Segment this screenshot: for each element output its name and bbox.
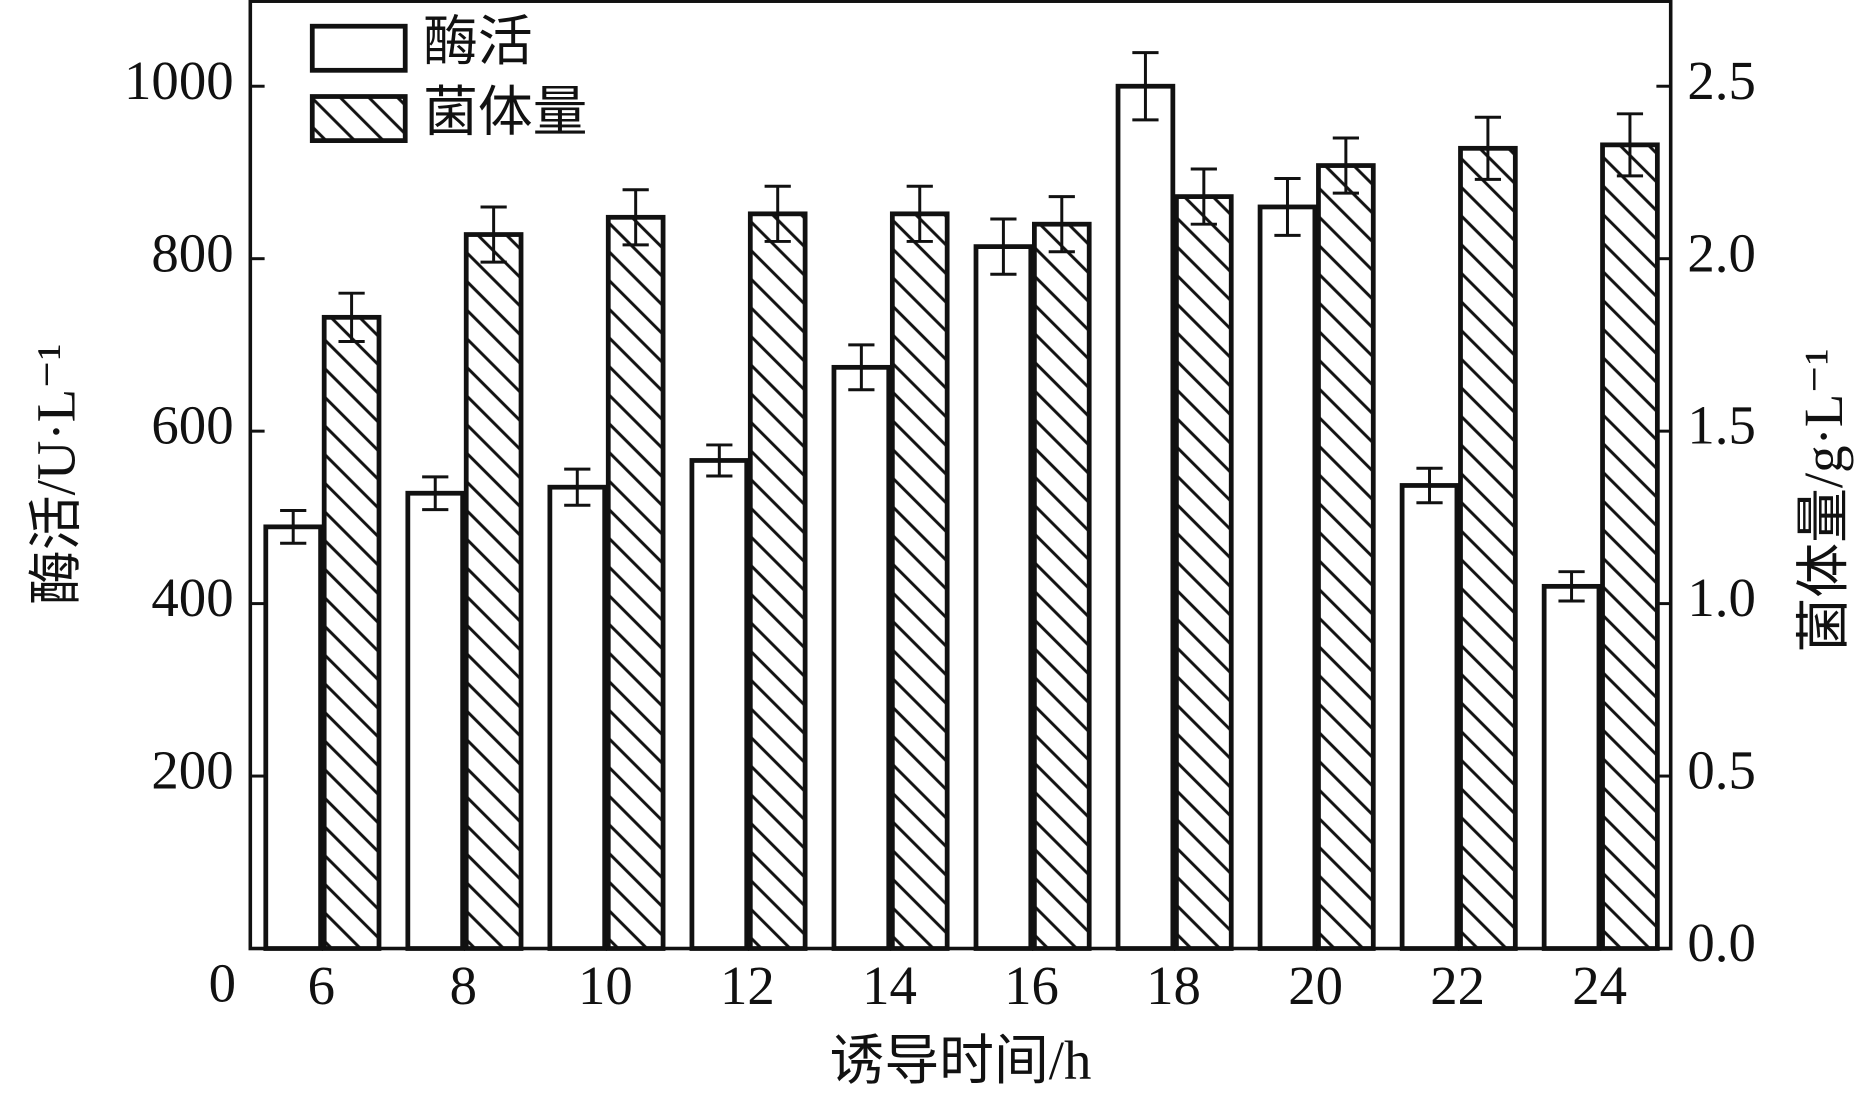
y-tick-label: 800 [151, 222, 233, 283]
plot-frame [248, 0, 1673, 951]
x-tick-label: 14 [862, 955, 917, 1016]
x-tick-label: 8 [450, 955, 477, 1016]
error-bar [1616, 112, 1644, 178]
bar [973, 244, 1034, 951]
y-tick-label: 1000 [124, 50, 234, 111]
error-bar [1132, 51, 1159, 122]
bar [1458, 145, 1518, 951]
error-bar [564, 467, 591, 507]
error-bar [422, 475, 449, 512]
error-bar [1474, 115, 1502, 181]
bar [747, 211, 808, 951]
y2-tick-label: 2.0 [1687, 222, 1756, 283]
error-bar [1048, 195, 1075, 254]
error-bar [764, 184, 791, 243]
y2-tick-label: 0.0 [1687, 912, 1756, 973]
legend-label: 酶活 [423, 11, 533, 72]
bar [1399, 483, 1460, 951]
legend-swatch [309, 23, 408, 73]
bar [1600, 142, 1660, 951]
error-bar [622, 188, 649, 247]
error-bar [338, 291, 365, 343]
x-tick-label: 20 [1288, 955, 1343, 1016]
bar [1257, 204, 1318, 951]
bar [1541, 583, 1602, 951]
y2-tick-label: 1.5 [1687, 395, 1756, 456]
x-tick-label: 16 [1004, 955, 1059, 1016]
x-tick-label: 24 [1572, 955, 1627, 1016]
bar [1115, 83, 1176, 951]
x-tick-label: 10 [578, 955, 633, 1016]
error-bar [848, 343, 875, 392]
y2-tick-label: 0.5 [1687, 740, 1756, 801]
y-axis-label: 酶活/U·L⁻¹ [26, 344, 87, 605]
error-bar [480, 205, 507, 264]
y-tick-label: 600 [151, 395, 233, 456]
bar [605, 214, 666, 951]
bar [889, 211, 950, 951]
x-tick-label: 18 [1146, 955, 1201, 1016]
x-tick-label: 12 [720, 955, 775, 1016]
x-tick-label: 6 [308, 955, 335, 1016]
y2-axis-label: 菌体量/g·L⁻¹ [1793, 348, 1854, 652]
error-bar [1416, 466, 1443, 505]
error-bar [1190, 167, 1217, 226]
error-bar [1558, 570, 1585, 603]
bar [1031, 221, 1092, 951]
error-bar [906, 184, 933, 243]
bar [831, 364, 892, 951]
legend-swatch [309, 94, 408, 143]
error-bar [706, 443, 733, 478]
bar [263, 524, 323, 951]
y2-tick-label: 2.5 [1687, 50, 1756, 111]
bar [547, 484, 608, 951]
y2-tick-label: 1.0 [1687, 567, 1756, 628]
bar [321, 314, 382, 951]
error-bar [1274, 177, 1301, 237]
x-axis-label: 诱导时间/h [830, 1030, 1092, 1091]
bar [689, 458, 750, 951]
x-tick-label: 22 [1430, 955, 1485, 1016]
bar [405, 490, 466, 951]
bar [463, 232, 524, 951]
bar [1174, 194, 1234, 951]
y-tick-label: 0 [209, 953, 236, 1014]
legend-label: 菌体量 [423, 82, 587, 143]
y-tick-label: 400 [151, 567, 233, 628]
error-bar [1332, 136, 1359, 195]
bar [1316, 163, 1376, 951]
error-bar [990, 217, 1017, 276]
error-bar [280, 508, 307, 545]
y-tick-label: 200 [151, 740, 233, 801]
